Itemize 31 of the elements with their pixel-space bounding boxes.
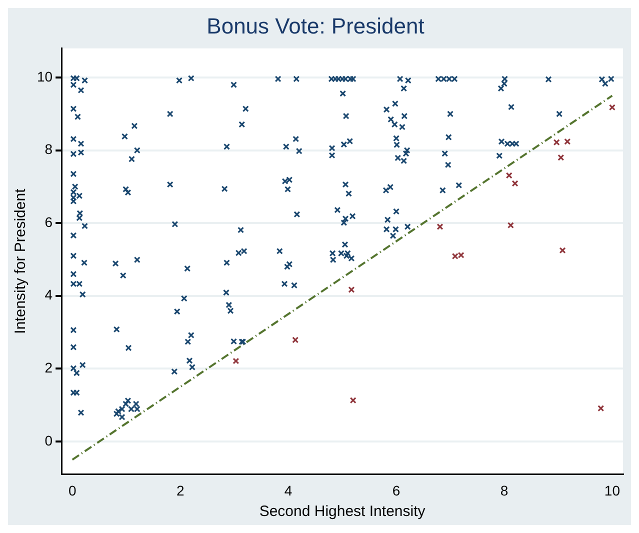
y-tick-label: 6 xyxy=(44,214,53,230)
y-axis-title: Intensity for President xyxy=(12,188,30,334)
point xyxy=(558,154,564,161)
y-tick-label: 8 xyxy=(44,141,53,158)
x-tick-label: 6 xyxy=(392,482,400,498)
x-tick-label: 10 xyxy=(604,482,620,498)
point xyxy=(292,336,299,344)
point xyxy=(512,180,518,187)
point xyxy=(458,252,464,258)
point xyxy=(350,397,356,404)
point xyxy=(608,104,616,111)
point xyxy=(507,222,514,229)
x-tick-label: 4 xyxy=(284,482,292,498)
point xyxy=(564,138,571,145)
y-tick-label: 4 xyxy=(44,286,53,303)
chart-title: Bonus Vote: President xyxy=(206,13,424,38)
point xyxy=(506,172,512,179)
point xyxy=(436,223,444,230)
point xyxy=(452,252,458,260)
y-tick-label: 0 xyxy=(44,432,53,448)
point xyxy=(598,405,604,412)
point xyxy=(553,139,560,146)
x-tick-label: 0 xyxy=(68,482,76,498)
y-tick-label: 10 xyxy=(36,68,53,84)
point xyxy=(232,358,240,364)
point xyxy=(348,286,355,293)
y-tick-label: 2 xyxy=(44,360,53,376)
x-tick-label: 8 xyxy=(500,482,508,498)
point xyxy=(559,247,566,254)
x-axis-title: Second Highest Intensity xyxy=(259,503,426,520)
x-tick-label: 2 xyxy=(176,482,184,498)
